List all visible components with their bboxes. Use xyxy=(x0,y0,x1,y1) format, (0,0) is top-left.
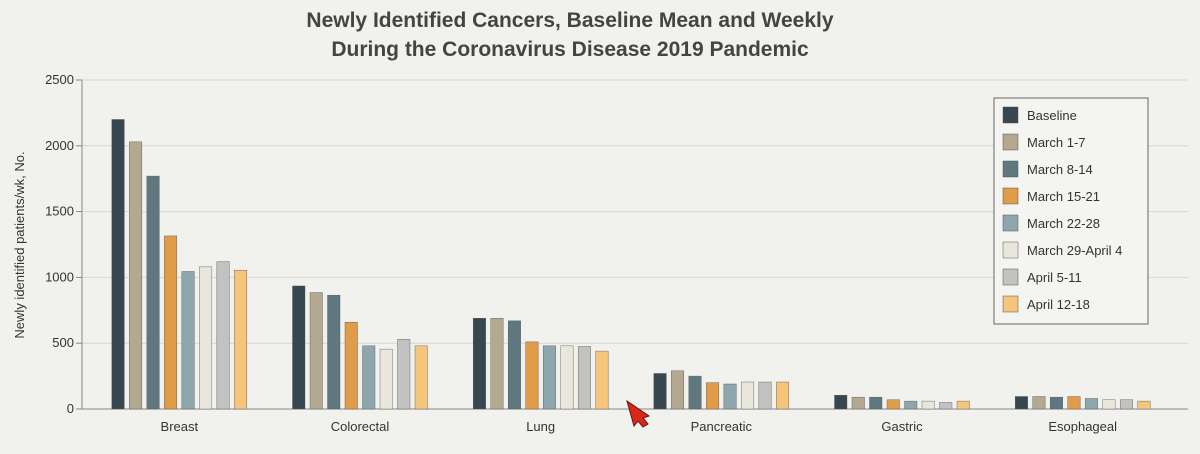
chart-title-line-2: During the Coronavirus Disease 2019 Pand… xyxy=(331,38,809,61)
bar xyxy=(344,321,358,410)
x-tick-label: Gastric xyxy=(881,419,923,434)
legend-entry: April 12-18 xyxy=(1027,297,1090,312)
legend-entry: Baseline xyxy=(1027,108,1077,123)
legend: Baseline March 1-7 March 8-14 March 15-21 Ma… xyxy=(993,97,1149,325)
bar xyxy=(904,400,918,410)
bar xyxy=(886,399,900,410)
y-tick-label: 2500 xyxy=(45,72,74,87)
bar xyxy=(1032,396,1046,410)
legend-entry: March 15-21 xyxy=(1027,189,1100,204)
bar xyxy=(723,383,737,410)
bar xyxy=(776,381,790,410)
bar xyxy=(181,271,195,410)
bar xyxy=(199,266,213,410)
bar xyxy=(560,345,574,410)
bar xyxy=(921,400,935,410)
bar xyxy=(146,175,160,410)
bar xyxy=(362,345,376,410)
bar xyxy=(653,373,667,410)
legend-entry: March 22-28 xyxy=(1027,216,1100,231)
legend-entry: March 1-7 xyxy=(1027,135,1086,150)
legend-entry: April 5-11 xyxy=(1027,270,1082,285)
bar xyxy=(472,317,486,410)
x-tick-label: Esophageal xyxy=(1048,419,1117,434)
x-tick-label: Lung xyxy=(526,419,555,434)
y-axis-label: Newly identified patients/wk, No. xyxy=(12,151,27,338)
bar xyxy=(1119,399,1133,410)
legend-swatch xyxy=(1002,106,1019,124)
bar xyxy=(851,396,865,410)
bar xyxy=(129,141,143,410)
bar xyxy=(577,346,591,410)
bar xyxy=(834,394,848,410)
bar xyxy=(671,370,685,410)
bar xyxy=(525,341,539,410)
y-axis: 0 500 1000 1500 2000 2500 xyxy=(45,72,83,416)
bar xyxy=(164,235,178,410)
bar xyxy=(869,396,883,410)
bar xyxy=(1014,396,1028,410)
bar xyxy=(309,292,323,410)
x-tick-label: Colorectal xyxy=(331,419,390,434)
legend-swatch xyxy=(1002,241,1019,259)
bar xyxy=(688,375,702,410)
legend-swatch xyxy=(1002,133,1019,151)
bar xyxy=(292,285,306,410)
bar xyxy=(379,348,393,410)
bar xyxy=(741,381,755,410)
bar xyxy=(956,400,970,410)
y-tick-label: 2000 xyxy=(45,138,74,153)
bar xyxy=(706,382,720,410)
bar xyxy=(939,402,953,410)
legend-swatch xyxy=(1002,160,1019,178)
bar xyxy=(1137,400,1151,410)
mouse-cursor-icon xyxy=(626,399,651,428)
x-axis: Breast Colorectal Lung Pancreatic Gastric Eso… xyxy=(161,419,1118,434)
y-tick-label: 1500 xyxy=(45,204,74,219)
legend-swatch xyxy=(1002,268,1019,286)
y-tick-label: 500 xyxy=(52,335,74,350)
legend-entry: March 29-April 4 xyxy=(1027,243,1122,258)
bar xyxy=(1067,396,1081,410)
bar xyxy=(327,294,341,410)
x-tick-label: Breast xyxy=(161,419,199,434)
legend-box xyxy=(993,97,1149,325)
bars xyxy=(111,119,1151,410)
bar xyxy=(595,350,609,410)
legend-swatch xyxy=(1002,295,1019,313)
bar xyxy=(216,261,230,410)
bar xyxy=(397,339,411,410)
bar xyxy=(234,269,248,410)
bar xyxy=(490,317,504,410)
bar xyxy=(758,381,772,410)
x-tick-label: Pancreatic xyxy=(691,419,753,434)
legend-swatch xyxy=(1002,187,1019,205)
legend-entry: March 8-14 xyxy=(1027,162,1093,177)
bar xyxy=(1102,399,1116,410)
bar xyxy=(542,345,556,410)
chart-title-line-1: Newly Identified Cancers, Baseline Mean … xyxy=(306,9,834,32)
y-tick-label: 1000 xyxy=(45,269,74,284)
chart-title: Newly Identified Cancers, Baseline Mean … xyxy=(0,6,1140,64)
bar xyxy=(414,345,428,410)
legend-swatch xyxy=(1002,214,1019,232)
bar xyxy=(507,320,521,410)
bar xyxy=(1049,396,1063,410)
y-tick-label: 0 xyxy=(67,401,74,416)
bar xyxy=(111,119,125,410)
bar xyxy=(1084,398,1098,410)
